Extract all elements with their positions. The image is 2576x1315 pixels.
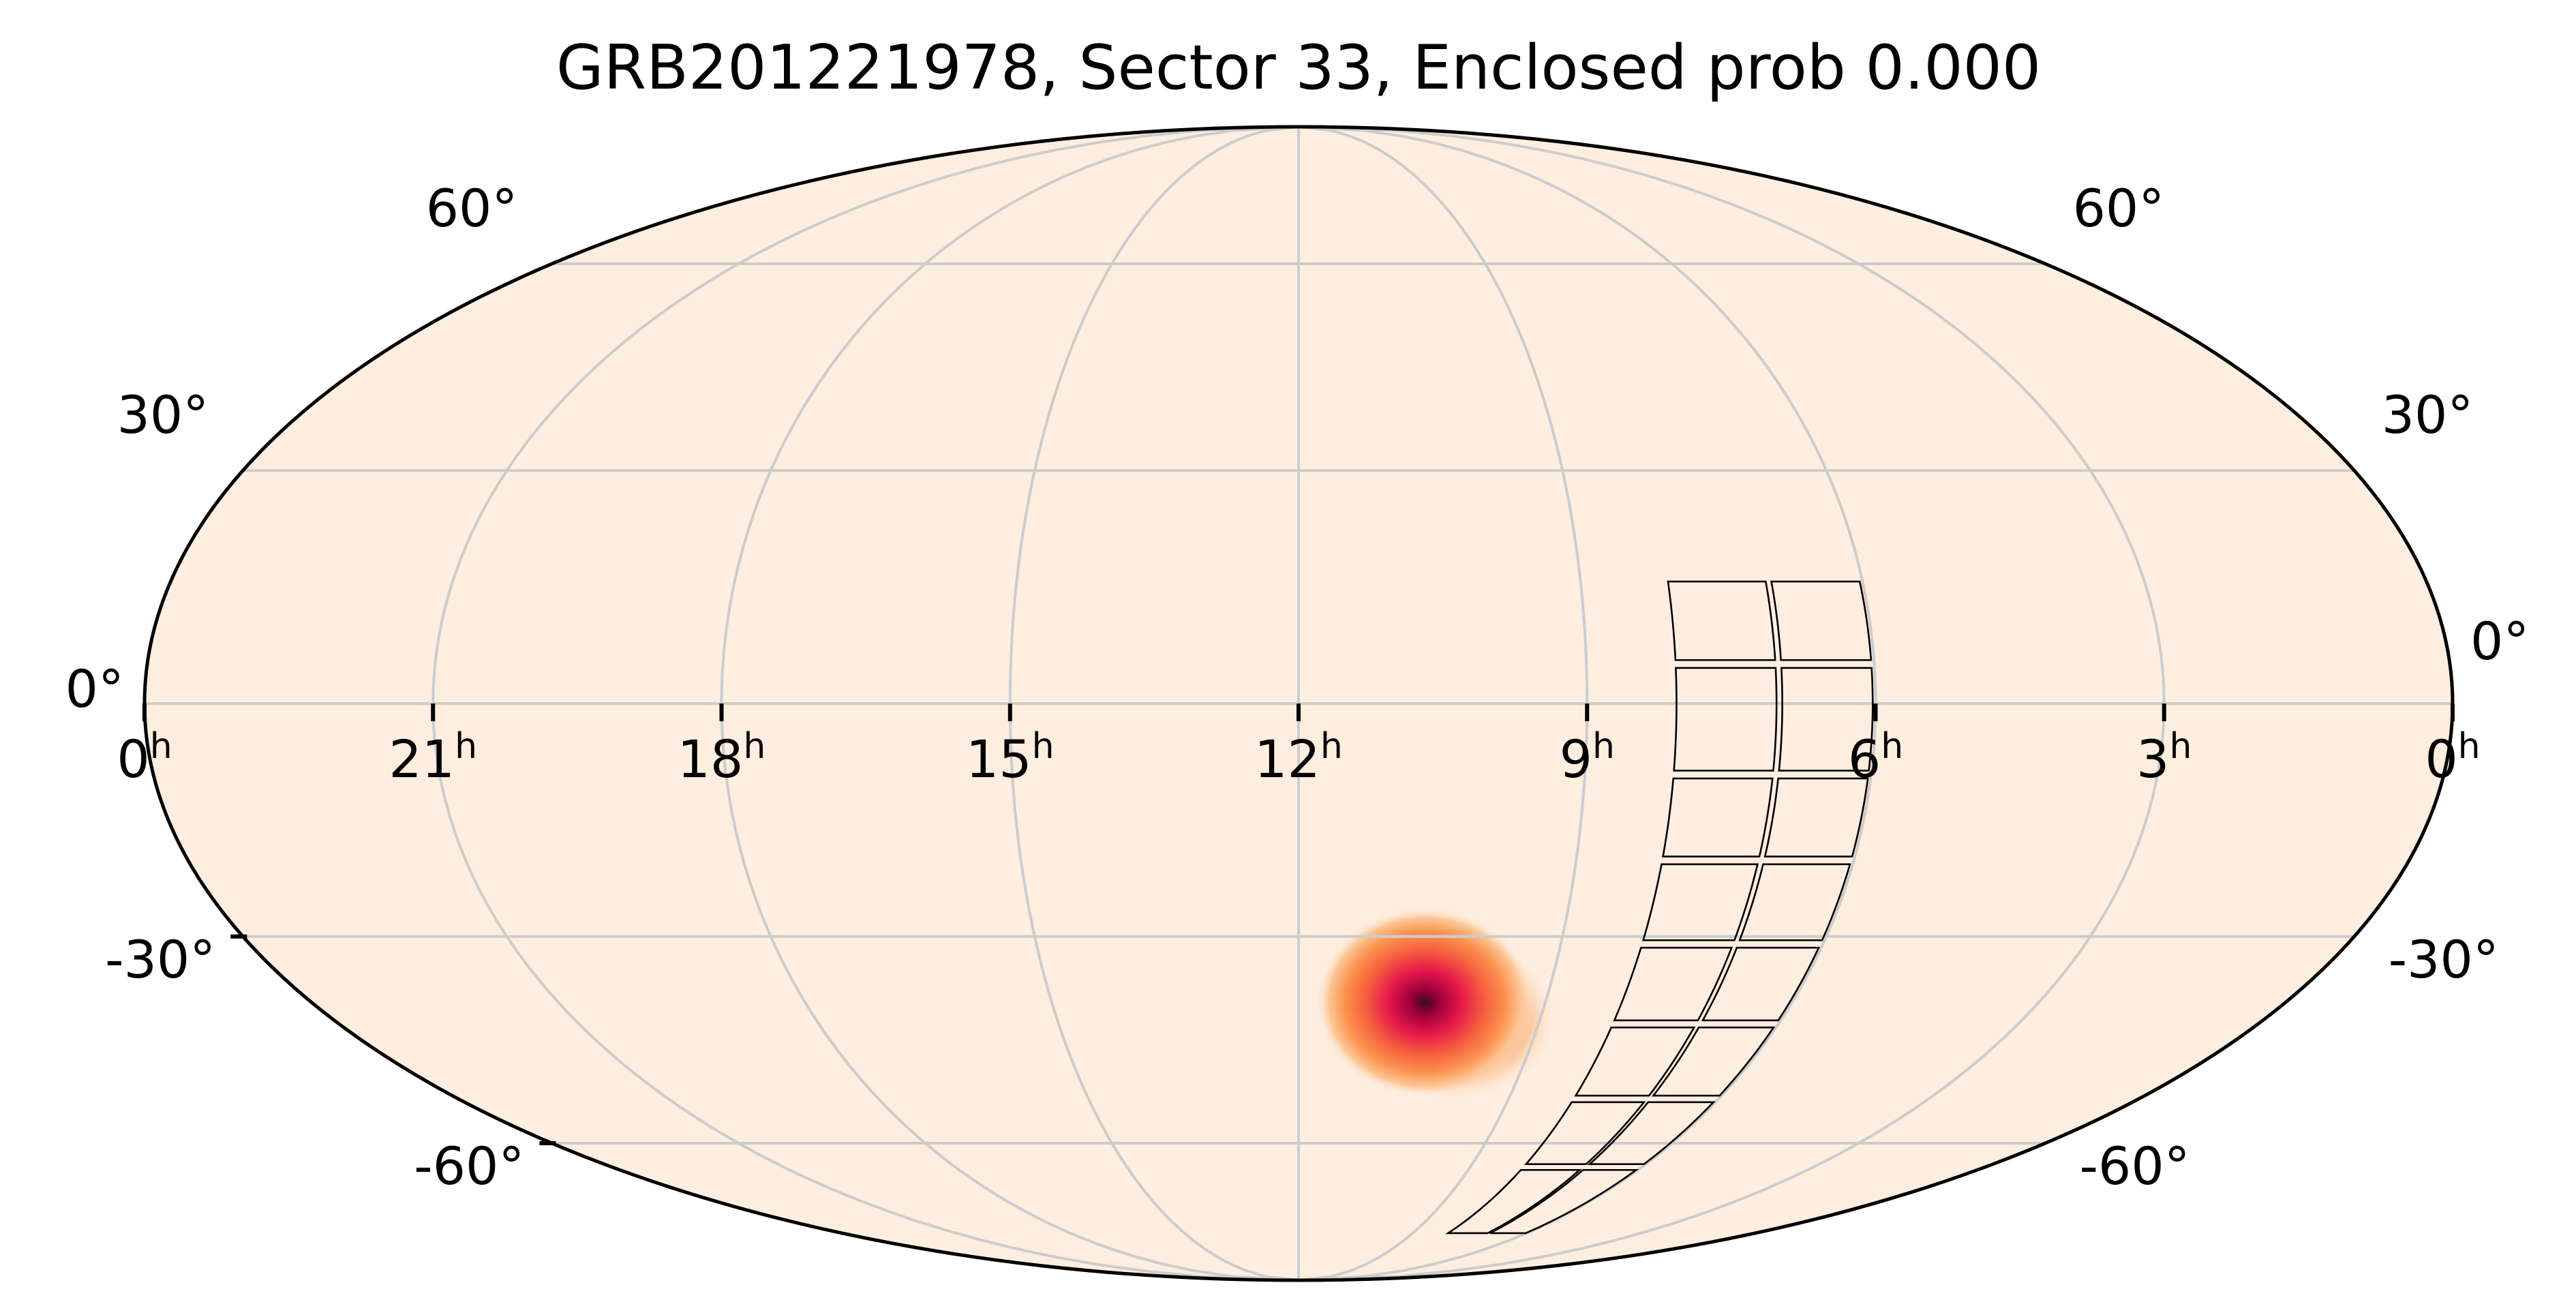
ccd-tile bbox=[1651, 1026, 1776, 1097]
ccd-tile bbox=[1770, 580, 1873, 661]
ra-tick-value: 3 bbox=[2136, 729, 2169, 789]
ra-tick-value: 18 bbox=[678, 729, 744, 789]
ccd-tile bbox=[1667, 580, 1776, 661]
dec-tick-label-right: 60° bbox=[2073, 178, 2165, 239]
ccd-tile bbox=[1701, 946, 1821, 1022]
ccd-tile bbox=[1738, 863, 1851, 941]
ra-tick-unit: h bbox=[1032, 726, 1055, 767]
ra-tick-label: 21h bbox=[389, 726, 477, 789]
ra-tick-value: 0 bbox=[117, 729, 149, 789]
ra-tick-value: 21 bbox=[389, 729, 455, 789]
ccd-tile bbox=[1445, 1168, 1582, 1235]
ccd-tile bbox=[1763, 777, 1869, 858]
ra-tick-unit: h bbox=[1881, 726, 1903, 767]
ra-tick-value: 6 bbox=[1848, 729, 1881, 789]
dec-tick-label-right: -30° bbox=[2389, 929, 2499, 990]
probability-core bbox=[1316, 907, 1534, 1098]
ra-tick-value: 9 bbox=[1560, 729, 1592, 789]
ccd-tile bbox=[1524, 1101, 1646, 1166]
dec-tick-label-right: 30° bbox=[2382, 384, 2474, 445]
ra-tick-value: 12 bbox=[1254, 729, 1320, 789]
ra-tick-label: 9h bbox=[1560, 726, 1615, 789]
ra-tick-label: 15h bbox=[966, 726, 1055, 789]
ra-tick-value: 15 bbox=[966, 729, 1032, 789]
dec-tick-label-left: 30° bbox=[117, 384, 209, 445]
ra-tick-label: 6h bbox=[1848, 726, 1903, 789]
ra-tick-value: 0 bbox=[2425, 729, 2457, 789]
dec-tick-label-left: 60° bbox=[426, 178, 518, 239]
ra-tick-unit: h bbox=[1320, 726, 1343, 767]
ccd-tile bbox=[1673, 667, 1778, 772]
ra-tick-label: 0h bbox=[2425, 726, 2480, 789]
ccd-tile bbox=[1574, 1026, 1696, 1097]
chart-title: GRB201221978, Sector 33, Enclosed prob 0… bbox=[556, 32, 2041, 104]
dec-tick-label-left: -60° bbox=[414, 1136, 524, 1196]
ra-tick-unit: h bbox=[743, 726, 766, 767]
ra-tick-unit: h bbox=[1592, 726, 1615, 767]
ra-tick-label: 12h bbox=[1254, 726, 1343, 789]
ccd-tile bbox=[1587, 1101, 1716, 1166]
dec-tick-label-right: 0° bbox=[2470, 611, 2529, 671]
ccd-tile bbox=[1662, 777, 1774, 858]
ra-tick-label: 3h bbox=[2136, 726, 2192, 789]
dec-tick-label-left: -30° bbox=[105, 929, 215, 990]
ra-tick-unit: h bbox=[150, 726, 172, 767]
ra-tick-unit: h bbox=[2458, 726, 2481, 767]
ra-tick-label: 0h bbox=[117, 726, 172, 789]
ra-tick-unit: h bbox=[2169, 726, 2192, 767]
sector-footprint bbox=[1445, 580, 1874, 1235]
ccd-tile bbox=[1641, 863, 1759, 941]
ccd-tile bbox=[1778, 667, 1874, 772]
probability-region bbox=[1316, 907, 1558, 1102]
ccd-tile bbox=[1613, 946, 1733, 1022]
ra-tick-label: 18h bbox=[678, 726, 766, 789]
dec-tick-label-left: 0° bbox=[65, 659, 124, 719]
ra-tick-unit: h bbox=[455, 726, 477, 767]
dec-tick-label-right: -60° bbox=[2080, 1136, 2190, 1196]
ccd-tile bbox=[1489, 1168, 1639, 1235]
